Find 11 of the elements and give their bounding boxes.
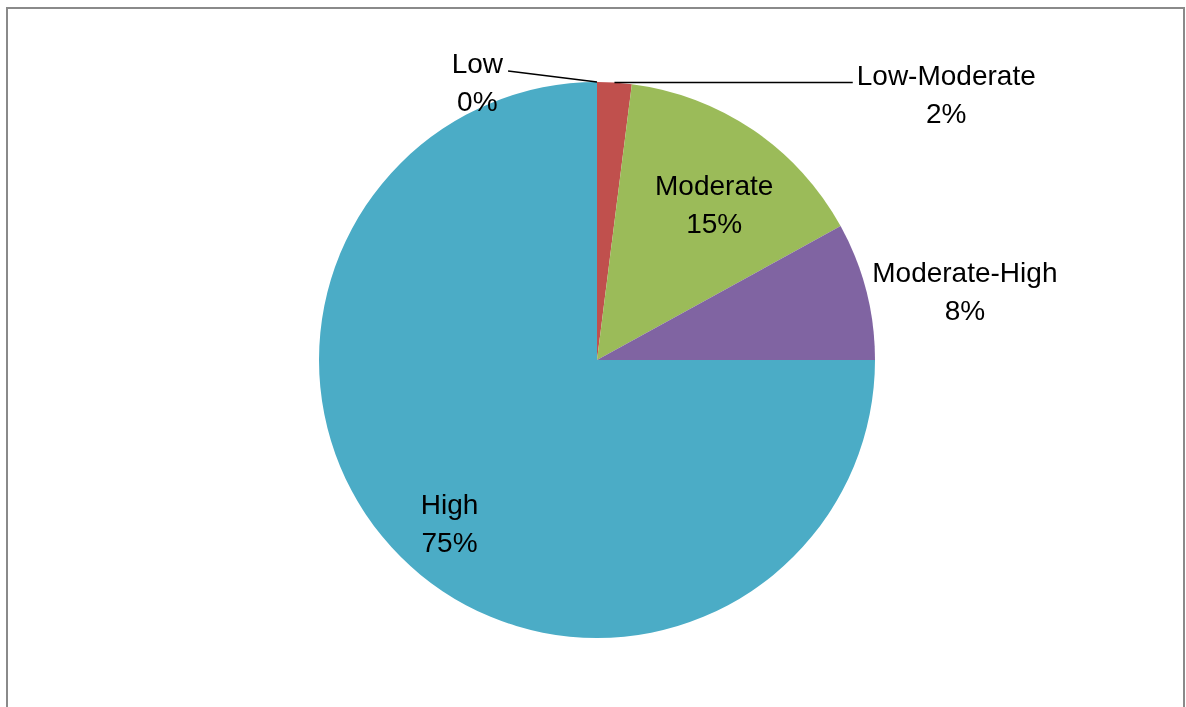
data-label: 8% xyxy=(944,294,986,326)
pie-slice xyxy=(597,84,841,360)
text: 0% xyxy=(457,86,498,117)
data-label: 75% xyxy=(421,527,478,559)
slice-label: Low-Moderate xyxy=(856,59,1036,91)
data-label: 15% xyxy=(686,207,743,239)
legend-label: Low xyxy=(451,48,504,79)
slice-label: Moderate xyxy=(655,169,774,201)
data-label: 2% xyxy=(926,97,967,129)
slice-label: Moderate-High xyxy=(872,256,1058,288)
slice-label: High xyxy=(420,489,479,521)
